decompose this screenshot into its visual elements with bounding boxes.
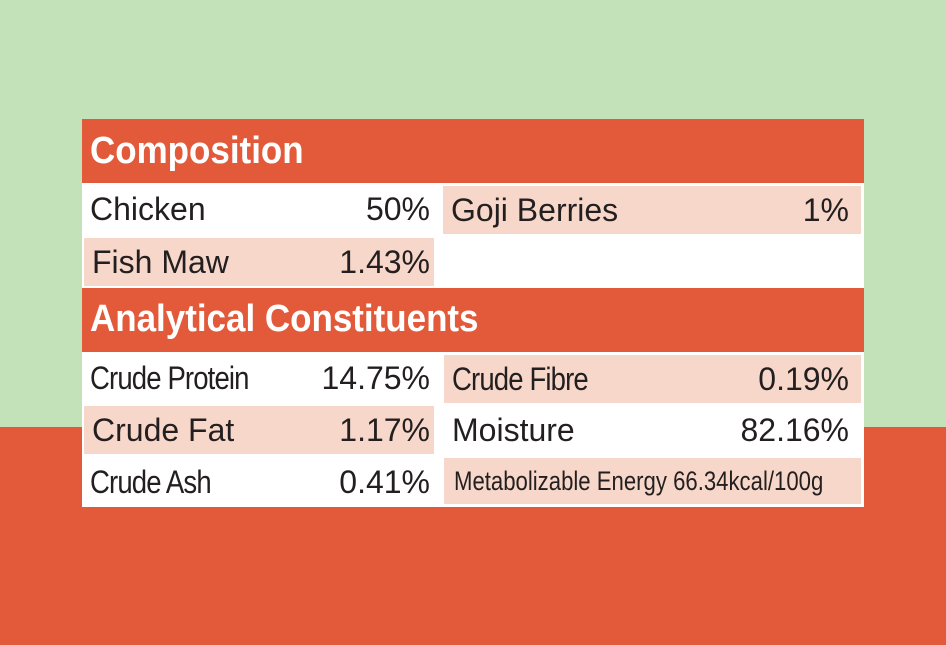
analytical-item-crude-ash: Crude Ash 0.41% <box>82 457 434 507</box>
item-name: Crude Protein <box>90 359 249 396</box>
item-name: Crude Ash <box>90 463 212 500</box>
item-name: Crude Fat <box>92 411 235 448</box>
composition-title: Composition <box>90 130 304 172</box>
item-value: 1.17% <box>339 411 430 448</box>
composition-header: Composition <box>82 119 864 183</box>
composition-item-fish-maw: Fish Maw 1.43% <box>84 238 434 286</box>
analytical-item-crude-fibre: Crude Fibre 0.19% <box>444 355 861 403</box>
composition-item-chicken: Chicken 50% <box>82 184 434 234</box>
item-value: 82.16% <box>740 411 849 448</box>
item-name: Chicken <box>90 190 206 227</box>
item-name-and-value: Metabolizable Energy 66.34kcal/100g <box>454 466 823 497</box>
composition-item-goji-berries: Goji Berries 1% <box>443 186 861 234</box>
nutrition-table: Composition Chicken 50% Goji Berries 1% … <box>82 119 864 507</box>
item-name: Goji Berries <box>451 191 619 228</box>
analytical-item-crude-fat: Crude Fat 1.17% <box>84 406 434 454</box>
item-name: Crude Fibre <box>452 360 589 397</box>
item-name: Fish Maw <box>92 243 229 280</box>
item-value: 66.34kcal/100g <box>673 465 824 496</box>
item-value: 0.41% <box>339 463 430 500</box>
item-value: 14.75% <box>321 359 430 396</box>
item-value: 50% <box>365 190 430 227</box>
analytical-item-metabolizable-energy: Metabolizable Energy 66.34kcal/100g <box>444 458 861 504</box>
analytical-item-crude-protein: Crude Protein 14.75% <box>82 353 434 403</box>
item-value: 0.19% <box>758 360 849 397</box>
item-name: Moisture <box>452 411 575 448</box>
item-value: 1% <box>802 191 849 228</box>
item-value: 1.43% <box>339 243 430 280</box>
analytical-header: Analytical Constituents <box>82 288 864 352</box>
item-name: Metabolizable Energy <box>454 465 667 496</box>
analytical-item-moisture: Moisture 82.16% <box>444 406 861 454</box>
analytical-title: Analytical Constituents <box>90 298 479 340</box>
